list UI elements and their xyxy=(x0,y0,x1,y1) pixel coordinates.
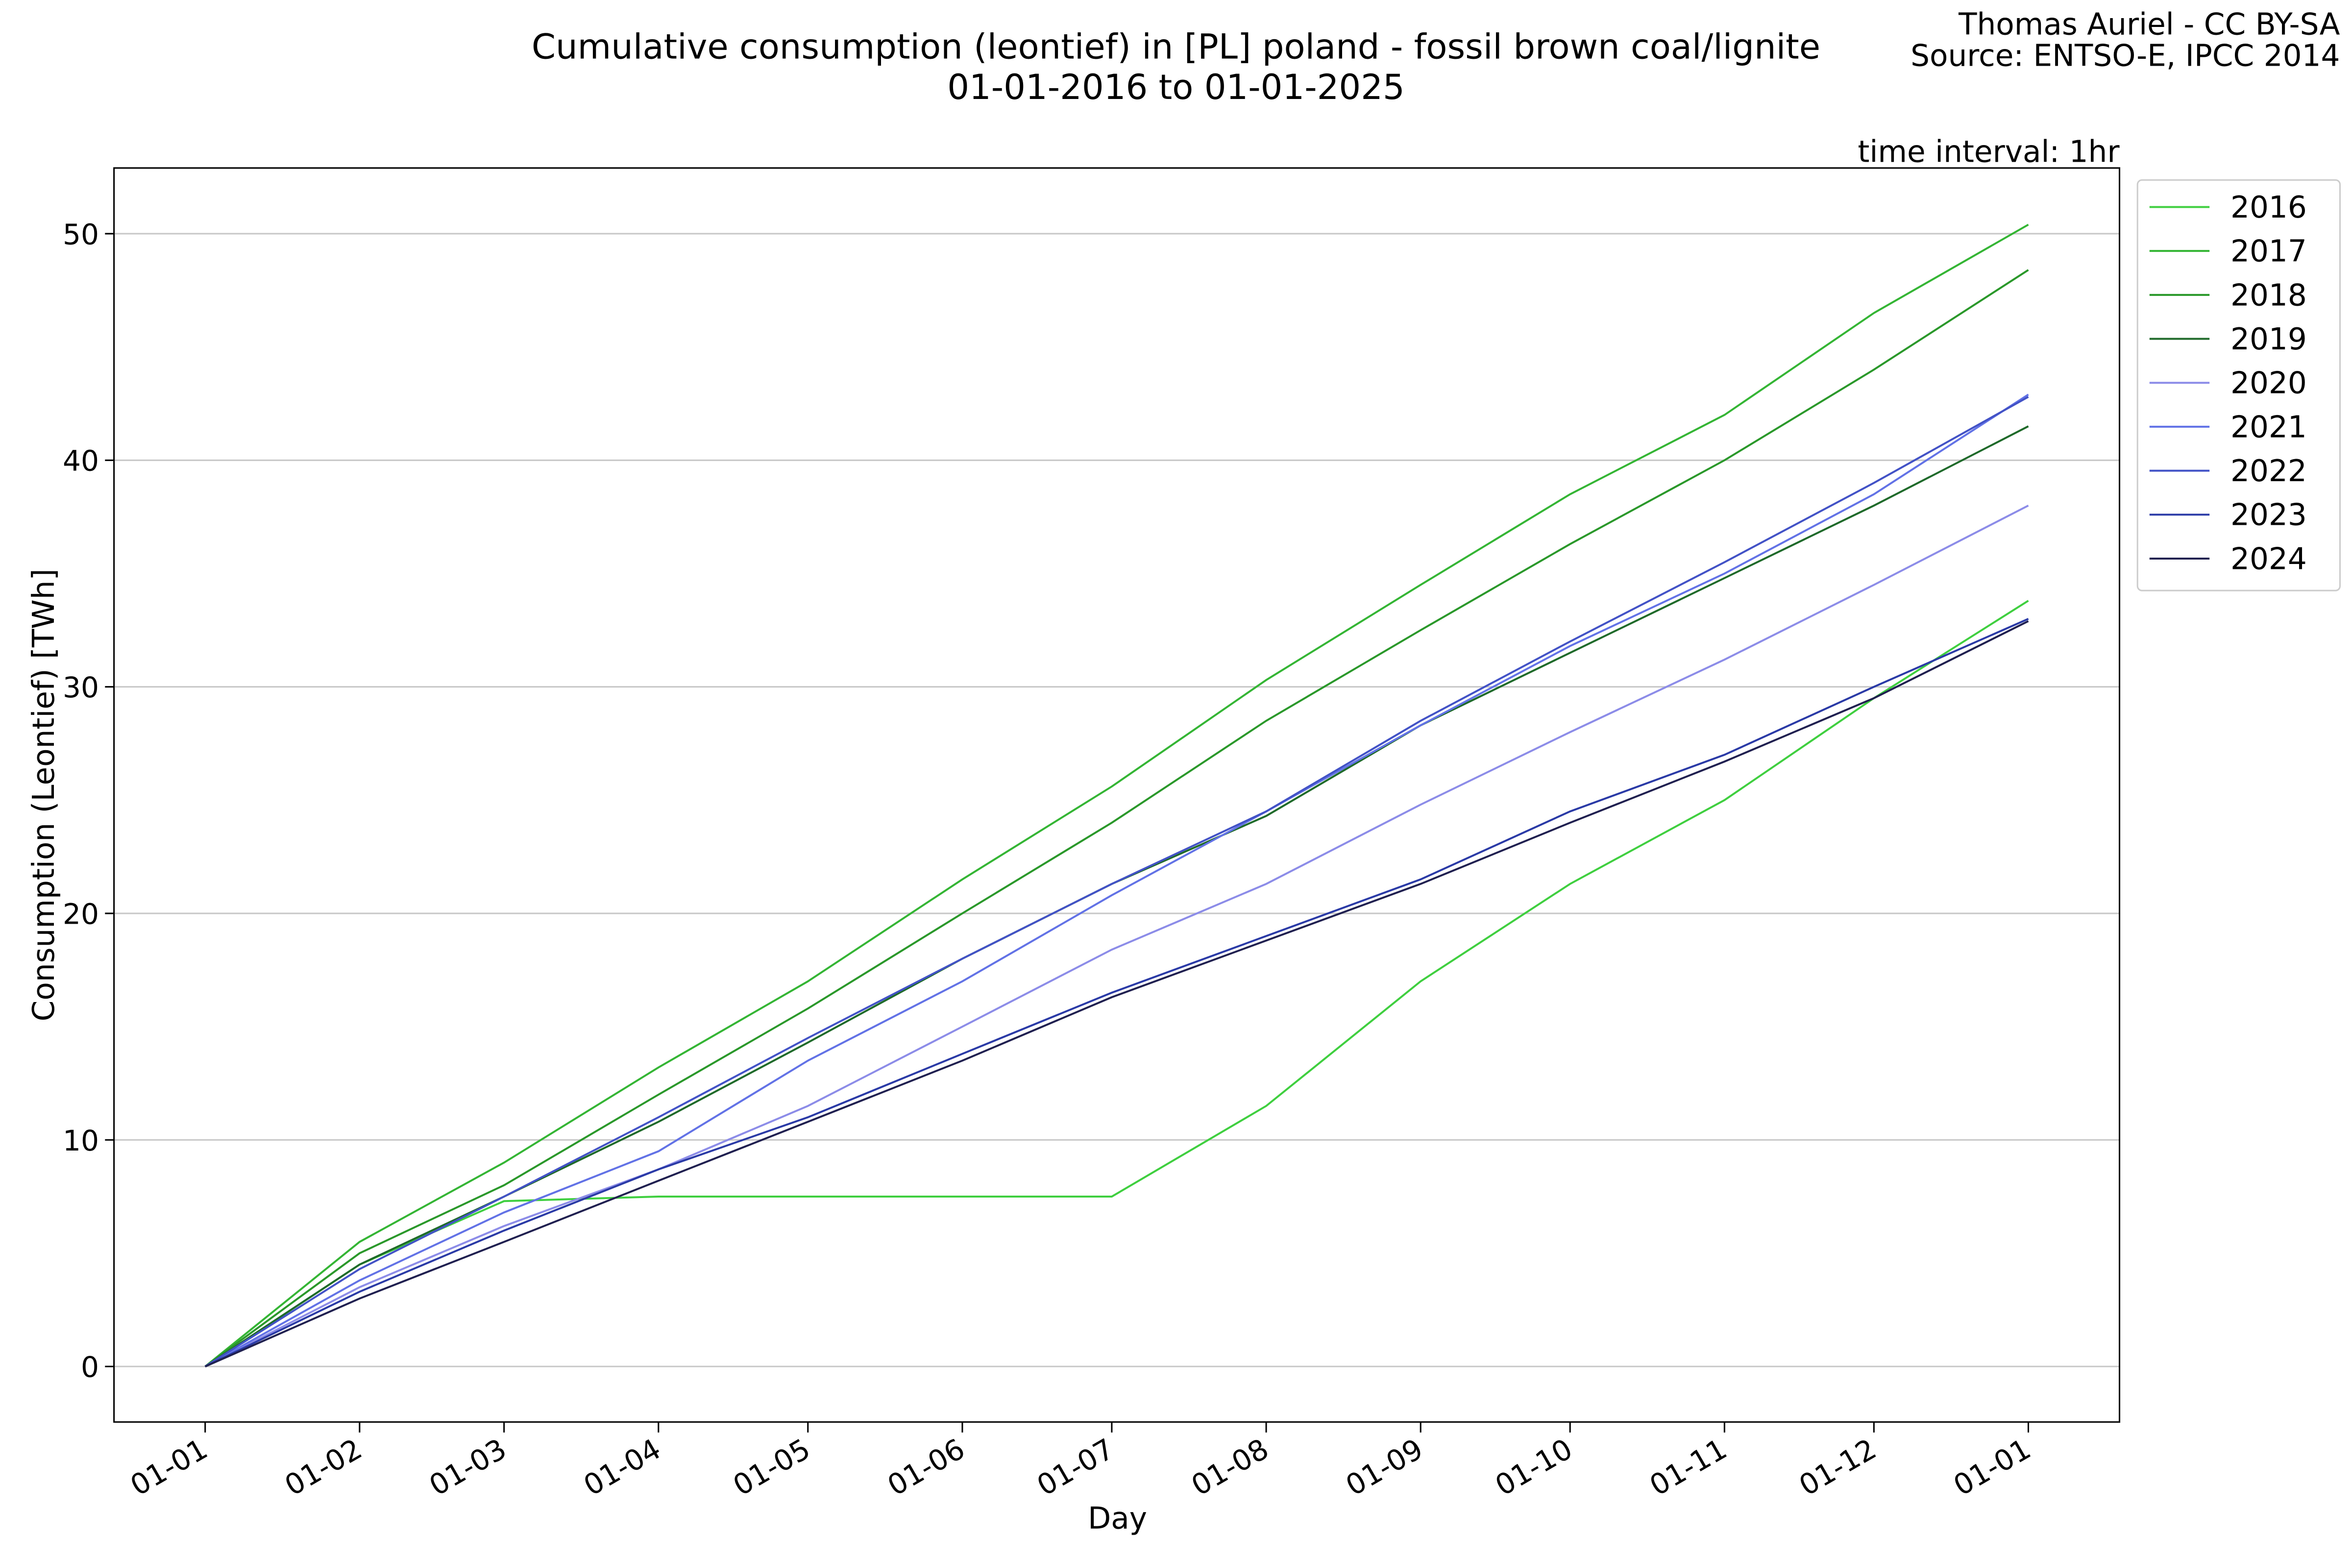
legend-label: 2016 xyxy=(2230,190,2307,225)
series-line xyxy=(204,396,2029,1368)
series-line xyxy=(204,505,2029,1368)
legend-label: 2023 xyxy=(2230,498,2307,533)
x-tick-label: 01-10 xyxy=(1490,1432,1578,1502)
annotation: time interval: 1hr xyxy=(1858,135,2120,170)
x-axis-label: Day xyxy=(1088,1501,1147,1536)
series-line xyxy=(204,600,2029,1368)
legend-label: 2021 xyxy=(2230,410,2307,444)
legend-label: 2018 xyxy=(2230,278,2307,313)
series-line xyxy=(204,269,2029,1368)
x-tick-label: 01-12 xyxy=(1793,1432,1882,1502)
y-tick-label: 10 xyxy=(63,1124,99,1157)
y-tick-label: 20 xyxy=(63,897,99,931)
x-tick-label: 01-09 xyxy=(1340,1432,1428,1502)
x-tick-label: 01-08 xyxy=(1186,1432,1274,1502)
x-tick-label: 01-11 xyxy=(1644,1432,1732,1502)
legend-label: 2022 xyxy=(2230,454,2307,489)
legend-label: 2020 xyxy=(2230,366,2307,401)
x-tick-label: 01-07 xyxy=(1031,1432,1120,1502)
y-tick-label: 50 xyxy=(63,218,99,251)
x-tick-label: 01-01 xyxy=(125,1432,213,1502)
legend-label: 2019 xyxy=(2230,322,2307,357)
y-tick-label: 0 xyxy=(81,1350,99,1384)
legend-label: 2024 xyxy=(2230,541,2307,576)
credit: Source: ENTSO-E, IPCC 2014 xyxy=(1911,39,2340,74)
y-tick-label: 40 xyxy=(63,444,99,478)
y-tick-label: 30 xyxy=(63,671,99,704)
plot-frame xyxy=(113,167,2121,1423)
x-tick-label: 01-05 xyxy=(728,1432,816,1502)
x-tick-label: 01-01 xyxy=(1948,1432,2036,1502)
chart-title: Cumulative consumption (leontief) in [PL… xyxy=(532,26,1820,67)
legend-label: 2017 xyxy=(2230,234,2307,269)
y-axis-label: Consumption (Leontief) [TWh] xyxy=(26,569,61,1022)
x-tick-label: 01-04 xyxy=(578,1432,666,1502)
chart-title: 01-01-2016 to 01-01-2025 xyxy=(947,67,1405,107)
x-tick-label: 01-03 xyxy=(423,1432,512,1502)
series-line xyxy=(204,618,2029,1368)
series-line xyxy=(204,620,2029,1368)
legend-box xyxy=(2136,179,2341,591)
series-line xyxy=(204,223,2029,1368)
x-tick-label: 01-02 xyxy=(279,1432,368,1502)
x-tick-label: 01-06 xyxy=(882,1432,970,1502)
credit: Thomas Auriel - CC BY-SA xyxy=(1958,7,2340,42)
series-line xyxy=(204,393,2029,1368)
